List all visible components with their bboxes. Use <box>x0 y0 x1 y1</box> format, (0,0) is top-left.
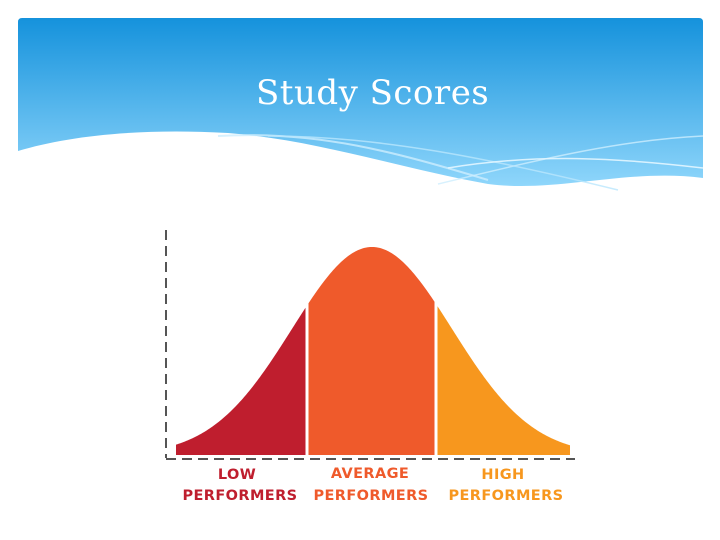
bell-curve-chart: LOW PERFORMERS AVERAGE PERFORMERS HIGH P… <box>150 220 590 520</box>
slide-title: Study Scores <box>256 73 490 113</box>
high-performers-segment <box>436 303 570 455</box>
banner-background <box>18 18 703 191</box>
average-performers-segment <box>307 247 436 455</box>
average-label-line2: PERFORMERS <box>313 488 428 504</box>
high-label-line2: PERFORMERS <box>448 488 563 504</box>
low-label-line2: PERFORMERS <box>182 488 297 504</box>
bell-curve-svg: LOW PERFORMERS AVERAGE PERFORMERS HIGH P… <box>165 230 575 504</box>
low-performers-segment <box>176 305 307 455</box>
high-label-line1: HIGH <box>481 467 524 483</box>
average-label-line1: AVERAGE <box>331 466 409 482</box>
low-label-line1: LOW <box>218 467 256 483</box>
title-banner: Study Scores <box>18 18 703 203</box>
